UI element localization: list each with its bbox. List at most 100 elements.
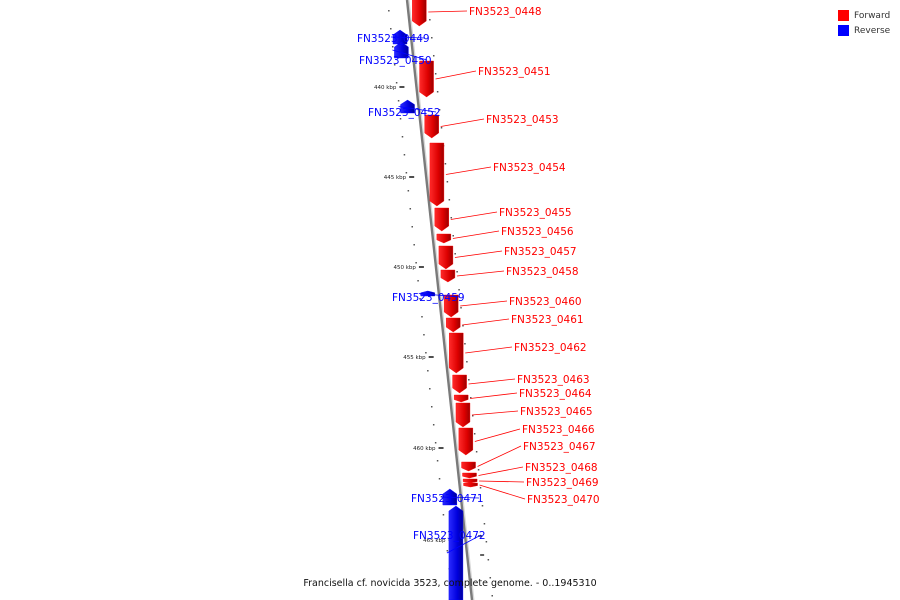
legend-reverse: Reverse <box>838 23 890 38</box>
ruler-minor-tick <box>446 181 449 183</box>
reverse-swatch <box>838 25 849 36</box>
gene-label[interactable]: FN3523_0468 <box>525 462 598 474</box>
gene-label[interactable]: FN3523_0454 <box>493 162 566 174</box>
gene-label[interactable]: FN3523_0452 <box>368 107 441 119</box>
ruler-minor-tick <box>434 73 437 75</box>
gene-labels: FN3523_0448 FN3523_0449 FN3523_0450 FN3523_… <box>357 6 600 554</box>
ruler-minor-tick <box>481 505 484 507</box>
gene-label[interactable]: FN3523_0455 <box>499 207 572 219</box>
gene-label[interactable]: FN3523_0465 <box>520 406 593 418</box>
gene-label[interactable]: FN3523_0451 <box>478 66 551 78</box>
gene-label[interactable]: FN3523_0448 <box>469 6 542 18</box>
gene-arrow[interactable] <box>436 233 452 244</box>
gene-arrow[interactable] <box>419 60 434 98</box>
ruler-minor-tick <box>395 82 398 84</box>
ruler-minor-tick <box>436 460 439 462</box>
gene-label[interactable]: FN3523_0463 <box>517 374 590 386</box>
label-leader-line <box>392 49 428 61</box>
ruler-minor-tick <box>430 406 433 408</box>
gene-arrow[interactable] <box>448 505 464 600</box>
gene-label[interactable]: FN3523_0471 <box>411 493 484 505</box>
gene-arrow[interactable] <box>453 394 469 403</box>
gene-arrow[interactable] <box>443 294 459 318</box>
gene-arrow[interactable] <box>452 374 467 394</box>
ruler-minor-tick <box>390 28 392 30</box>
gene-label[interactable]: FN3523_0466 <box>522 424 595 436</box>
gene-label[interactable]: FN3523_0464 <box>519 388 592 400</box>
genome-caption: Francisella cf. novicida 3523, complete … <box>303 578 597 589</box>
label-leader-line <box>456 270 505 277</box>
ruler-minor-tick <box>475 451 478 453</box>
gene-arrow[interactable] <box>412 0 427 27</box>
gene-label[interactable]: FN3523_0460 <box>509 296 582 308</box>
gene-label[interactable]: FN3523_0459 <box>392 292 465 304</box>
ruler-minor-tick <box>388 10 390 12</box>
ruler-minor-tick <box>456 271 458 273</box>
gene-arrow[interactable] <box>438 245 454 270</box>
ruler-minor-tick <box>432 424 435 426</box>
label-leader-line <box>471 410 519 416</box>
gene-arrow[interactable] <box>463 482 478 488</box>
ruler-minor-tick <box>454 253 456 255</box>
gene-label[interactable]: FN3523_0462 <box>514 342 587 354</box>
gene-arrow[interactable] <box>434 207 449 232</box>
ruler-minor-tick <box>391 46 394 48</box>
ruler-minor-tick <box>429 19 431 21</box>
ruler-minor-tick <box>413 244 415 246</box>
label-leader-line <box>446 534 482 554</box>
ruler-label: 460 kbp <box>413 446 436 452</box>
label-leader-line <box>398 106 437 113</box>
gene-label[interactable]: FN3523_0458 <box>506 266 579 278</box>
gene-label[interactable]: FN3523_0453 <box>486 114 559 126</box>
ruler-minor-tick <box>429 388 431 390</box>
gene-arrow[interactable] <box>462 472 477 479</box>
label-leader-line <box>478 466 524 476</box>
ruler-minor-tick <box>440 127 443 129</box>
gene-label[interactable]: FN3523_0470 <box>527 494 600 506</box>
gene-label[interactable]: FN3523_0472 <box>413 530 486 542</box>
gene-arrow[interactable] <box>449 332 464 374</box>
label-leader-line <box>390 36 426 39</box>
genome-backbone <box>405 0 475 600</box>
ruler-minor-tick <box>452 235 454 237</box>
label-leader-line <box>452 230 500 239</box>
label-leader-line <box>450 211 498 220</box>
gene-label[interactable]: FN3523_0449 <box>357 33 430 45</box>
ruler-minor-tick <box>434 442 437 444</box>
ruler-minor-tick <box>448 199 451 201</box>
gene-arrow[interactable] <box>458 427 474 456</box>
gene-label[interactable]: FN3523_0467 <box>523 441 596 453</box>
ruler-minor-tick <box>444 532 447 534</box>
ruler-minor-tick <box>403 154 406 156</box>
gene-arrow[interactable] <box>462 478 478 484</box>
ruler-minor-tick <box>438 478 441 480</box>
gene-arrow[interactable] <box>446 317 461 333</box>
label-leader-line <box>440 496 480 499</box>
legend-reverse-label: Reverse <box>854 25 891 36</box>
label-leader-line <box>470 392 518 399</box>
ruler-minor-tick <box>473 433 476 435</box>
gene-arrow[interactable] <box>400 99 415 114</box>
gene-arrow[interactable] <box>424 114 439 139</box>
ruler-label: 465 kbp <box>423 538 446 544</box>
ruler-minor-tick <box>491 595 493 597</box>
gene-arrow[interactable] <box>440 269 456 283</box>
gene-label[interactable]: FN3523_0469 <box>526 477 599 489</box>
gene-arrow[interactable] <box>455 402 471 428</box>
label-leader-line <box>418 293 461 298</box>
gene-label[interactable]: FN3523_0457 <box>504 246 577 258</box>
gene-label[interactable]: FN3523_0450 <box>359 55 432 67</box>
forward-swatch <box>838 10 849 21</box>
ruler-minor-tick <box>401 136 404 138</box>
ruler-minor-tick <box>421 316 423 318</box>
gene-arrow[interactable] <box>461 461 476 472</box>
gene-label[interactable]: FN3523_0456 <box>501 226 574 238</box>
ruler-minor-tick <box>393 64 396 66</box>
ruler-minor-tick <box>415 262 417 264</box>
legend-forward: Forward <box>838 8 890 23</box>
ruler-minor-tick <box>466 361 468 363</box>
ruler-minor-tick <box>423 334 425 336</box>
gene-arrow[interactable] <box>429 142 445 207</box>
ruler-minor-tick <box>450 217 453 219</box>
gene-label[interactable]: FN3523_0461 <box>511 314 584 326</box>
